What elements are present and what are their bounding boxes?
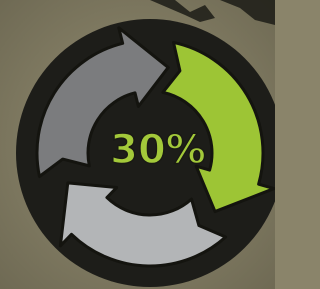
page: 30% (() => { const data = JSON.parse(doc…	[0, 0, 275, 289]
percent-label: 30%	[110, 127, 206, 173]
infographic: 30%	[0, 0, 275, 289]
